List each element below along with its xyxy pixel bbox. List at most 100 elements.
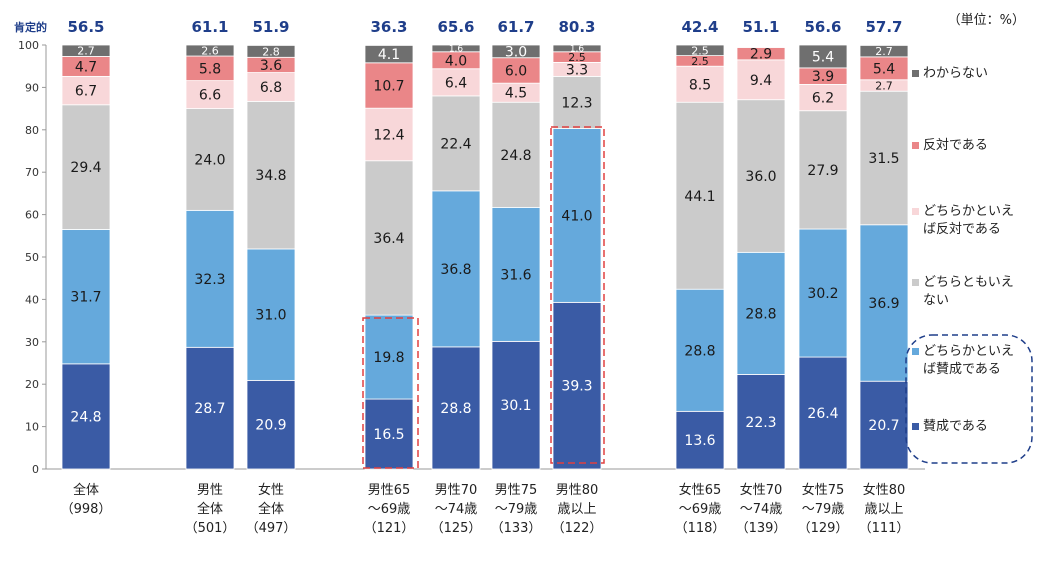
affirmative-total: 51.1 (742, 18, 779, 36)
data-label: 8.5 (689, 77, 711, 93)
legend-swatch (912, 70, 919, 77)
category-label: （121） (364, 521, 415, 536)
category-label: （501） (185, 521, 236, 536)
highlight-boxes (362, 126, 1033, 469)
category-label: （497） (246, 521, 297, 536)
y-tick-label: 0 (32, 463, 39, 476)
legend-swatch (912, 142, 919, 149)
data-label: 2.9 (750, 47, 772, 63)
data-label: 4.7 (75, 59, 97, 75)
bar-segment (491, 57, 541, 84)
data-label: 36.9 (868, 296, 899, 312)
data-label: 44.1 (684, 189, 715, 205)
data-label: 28.8 (440, 401, 471, 417)
bar-segment (798, 110, 848, 230)
category-label: 女性75 (802, 482, 845, 498)
data-label: 2.7 (875, 45, 893, 58)
bar-segment (431, 190, 481, 348)
bar-segment (675, 44, 725, 57)
category-label: 男性75 (495, 483, 538, 498)
bar-segment (246, 45, 296, 58)
category-label: ～74歳 (740, 502, 783, 517)
data-label: 3.0 (505, 44, 527, 60)
category-label: 歳以上 (864, 502, 903, 517)
affirmative-total: 56.6 (804, 18, 841, 36)
x-axis-labels: 全体（998）男性全体（501）女性全体（497）男性65～69歳（121）男性… (61, 482, 910, 536)
bar-segment (185, 108, 235, 211)
data-label: 29.4 (70, 160, 101, 176)
bar-segment (859, 45, 909, 58)
affirmative-total: 65.6 (437, 18, 474, 36)
data-label: 6.2 (812, 91, 834, 107)
bar-segment (736, 374, 786, 470)
bar-segment (798, 356, 848, 470)
category-label: 女性70 (740, 482, 783, 498)
bar-segment (491, 206, 541, 342)
data-label: 12.4 (373, 128, 404, 144)
y-tick-label: 90 (25, 81, 39, 94)
category-label: 歳以上 (557, 502, 596, 517)
data-label: 5.4 (812, 49, 834, 65)
data-label: 6.6 (199, 88, 221, 104)
data-label: 32.3 (194, 272, 225, 288)
data-label: 36.0 (745, 169, 776, 185)
highlight-box-male-80-plus (550, 126, 605, 464)
data-label: 4.1 (378, 47, 400, 63)
data-label: 9.4 (750, 73, 772, 89)
legend-swatch (912, 348, 919, 355)
bar-segment (431, 346, 481, 470)
legend-label: ない (923, 293, 949, 308)
legend-label: どちらかといえ (923, 204, 1014, 219)
data-label: 34.8 (255, 168, 286, 184)
legend-label: どちらともいえ (923, 275, 1014, 290)
bar-segment (431, 44, 481, 53)
affirmative-totals: 56.5 61.1 51.9 36.3 65.6 61.7 80.3 42.4 51.1 56.6… (67, 18, 902, 36)
bar-segment (185, 55, 235, 82)
data-label: 20.9 (255, 418, 286, 434)
affirmative-total: 36.3 (370, 18, 407, 36)
legend-label: どちらかといえ (923, 344, 1014, 359)
bar-segment (675, 288, 725, 412)
highlight-box-male-65-69 (362, 317, 419, 469)
data-label: 2.7 (875, 79, 893, 92)
category-label: ～79歳 (802, 502, 845, 517)
data-label: 6.7 (75, 84, 97, 100)
y-tick-label: 50 (25, 251, 39, 264)
data-label: 4.5 (505, 86, 527, 102)
legend-label: ば反対である (923, 222, 1001, 237)
data-label: 13.6 (684, 433, 715, 449)
bar-segment (798, 44, 848, 69)
data-label: 31.0 (255, 308, 286, 324)
bars (61, 44, 909, 470)
bar-segment (675, 410, 725, 470)
data-label: 28.7 (194, 401, 225, 417)
bar-segment (246, 100, 296, 250)
data-label: 6.4 (445, 75, 467, 91)
bar-segment (798, 84, 848, 112)
category-label: 女性 (258, 482, 284, 498)
data-label: 2.5 (568, 51, 586, 64)
bar-segment (61, 104, 111, 230)
data-label: 3.9 (812, 69, 834, 85)
bar-segment (736, 251, 786, 375)
data-label: 28.8 (745, 306, 776, 322)
data-label: 3.6 (260, 58, 282, 74)
data-label: 6.0 (505, 63, 527, 79)
data-label: 24.0 (194, 153, 225, 169)
bar-segment (736, 59, 786, 101)
data-label: 2.8 (262, 45, 280, 58)
data-label: 39.3 (561, 379, 592, 395)
bar-segment (246, 72, 296, 102)
category-label: （139） (736, 521, 787, 536)
data-label: 22.4 (440, 136, 471, 152)
data-label: 22.3 (745, 415, 776, 431)
category-label: 全体 (258, 501, 284, 517)
bar-segment (859, 224, 909, 382)
bar-segment (736, 99, 786, 253)
data-label: 2.7 (77, 45, 95, 58)
category-label: （133） (491, 521, 542, 536)
legend-label: 賛成である (923, 419, 988, 434)
data-label: 20.7 (868, 418, 899, 434)
category-label: 男性70 (435, 483, 478, 498)
